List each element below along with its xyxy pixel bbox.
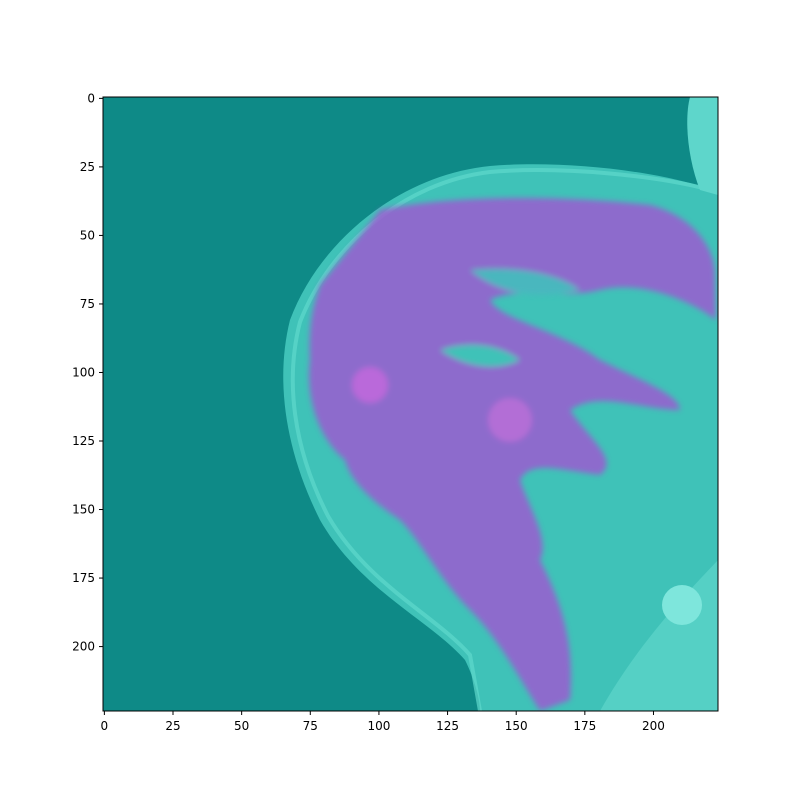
y-tick-label: 175 [72, 571, 95, 585]
x-tick-label: 0 [101, 719, 109, 733]
axes-frame [102, 96, 719, 712]
x-tick-label: 150 [505, 719, 528, 733]
x-tick-label: 125 [436, 719, 459, 733]
y-tick-label: 150 [72, 503, 95, 517]
image [103, 97, 718, 711]
y-tick-label: 0 [87, 91, 95, 105]
x-tick-label: 50 [234, 719, 249, 733]
y-tick-label: 25 [80, 160, 95, 174]
y-tick-label: 75 [80, 297, 95, 311]
x-tick-label: 25 [165, 719, 180, 733]
y-tick-label: 200 [72, 640, 95, 654]
y-tick-label: 125 [72, 434, 95, 448]
x-tick-label: 175 [573, 719, 596, 733]
x-tick-label: 75 [303, 719, 318, 733]
y-tick-label: 100 [72, 365, 95, 379]
x-tick-label: 200 [642, 719, 665, 733]
y-tick-label: 50 [80, 228, 95, 242]
x-tick-label: 100 [367, 719, 390, 733]
